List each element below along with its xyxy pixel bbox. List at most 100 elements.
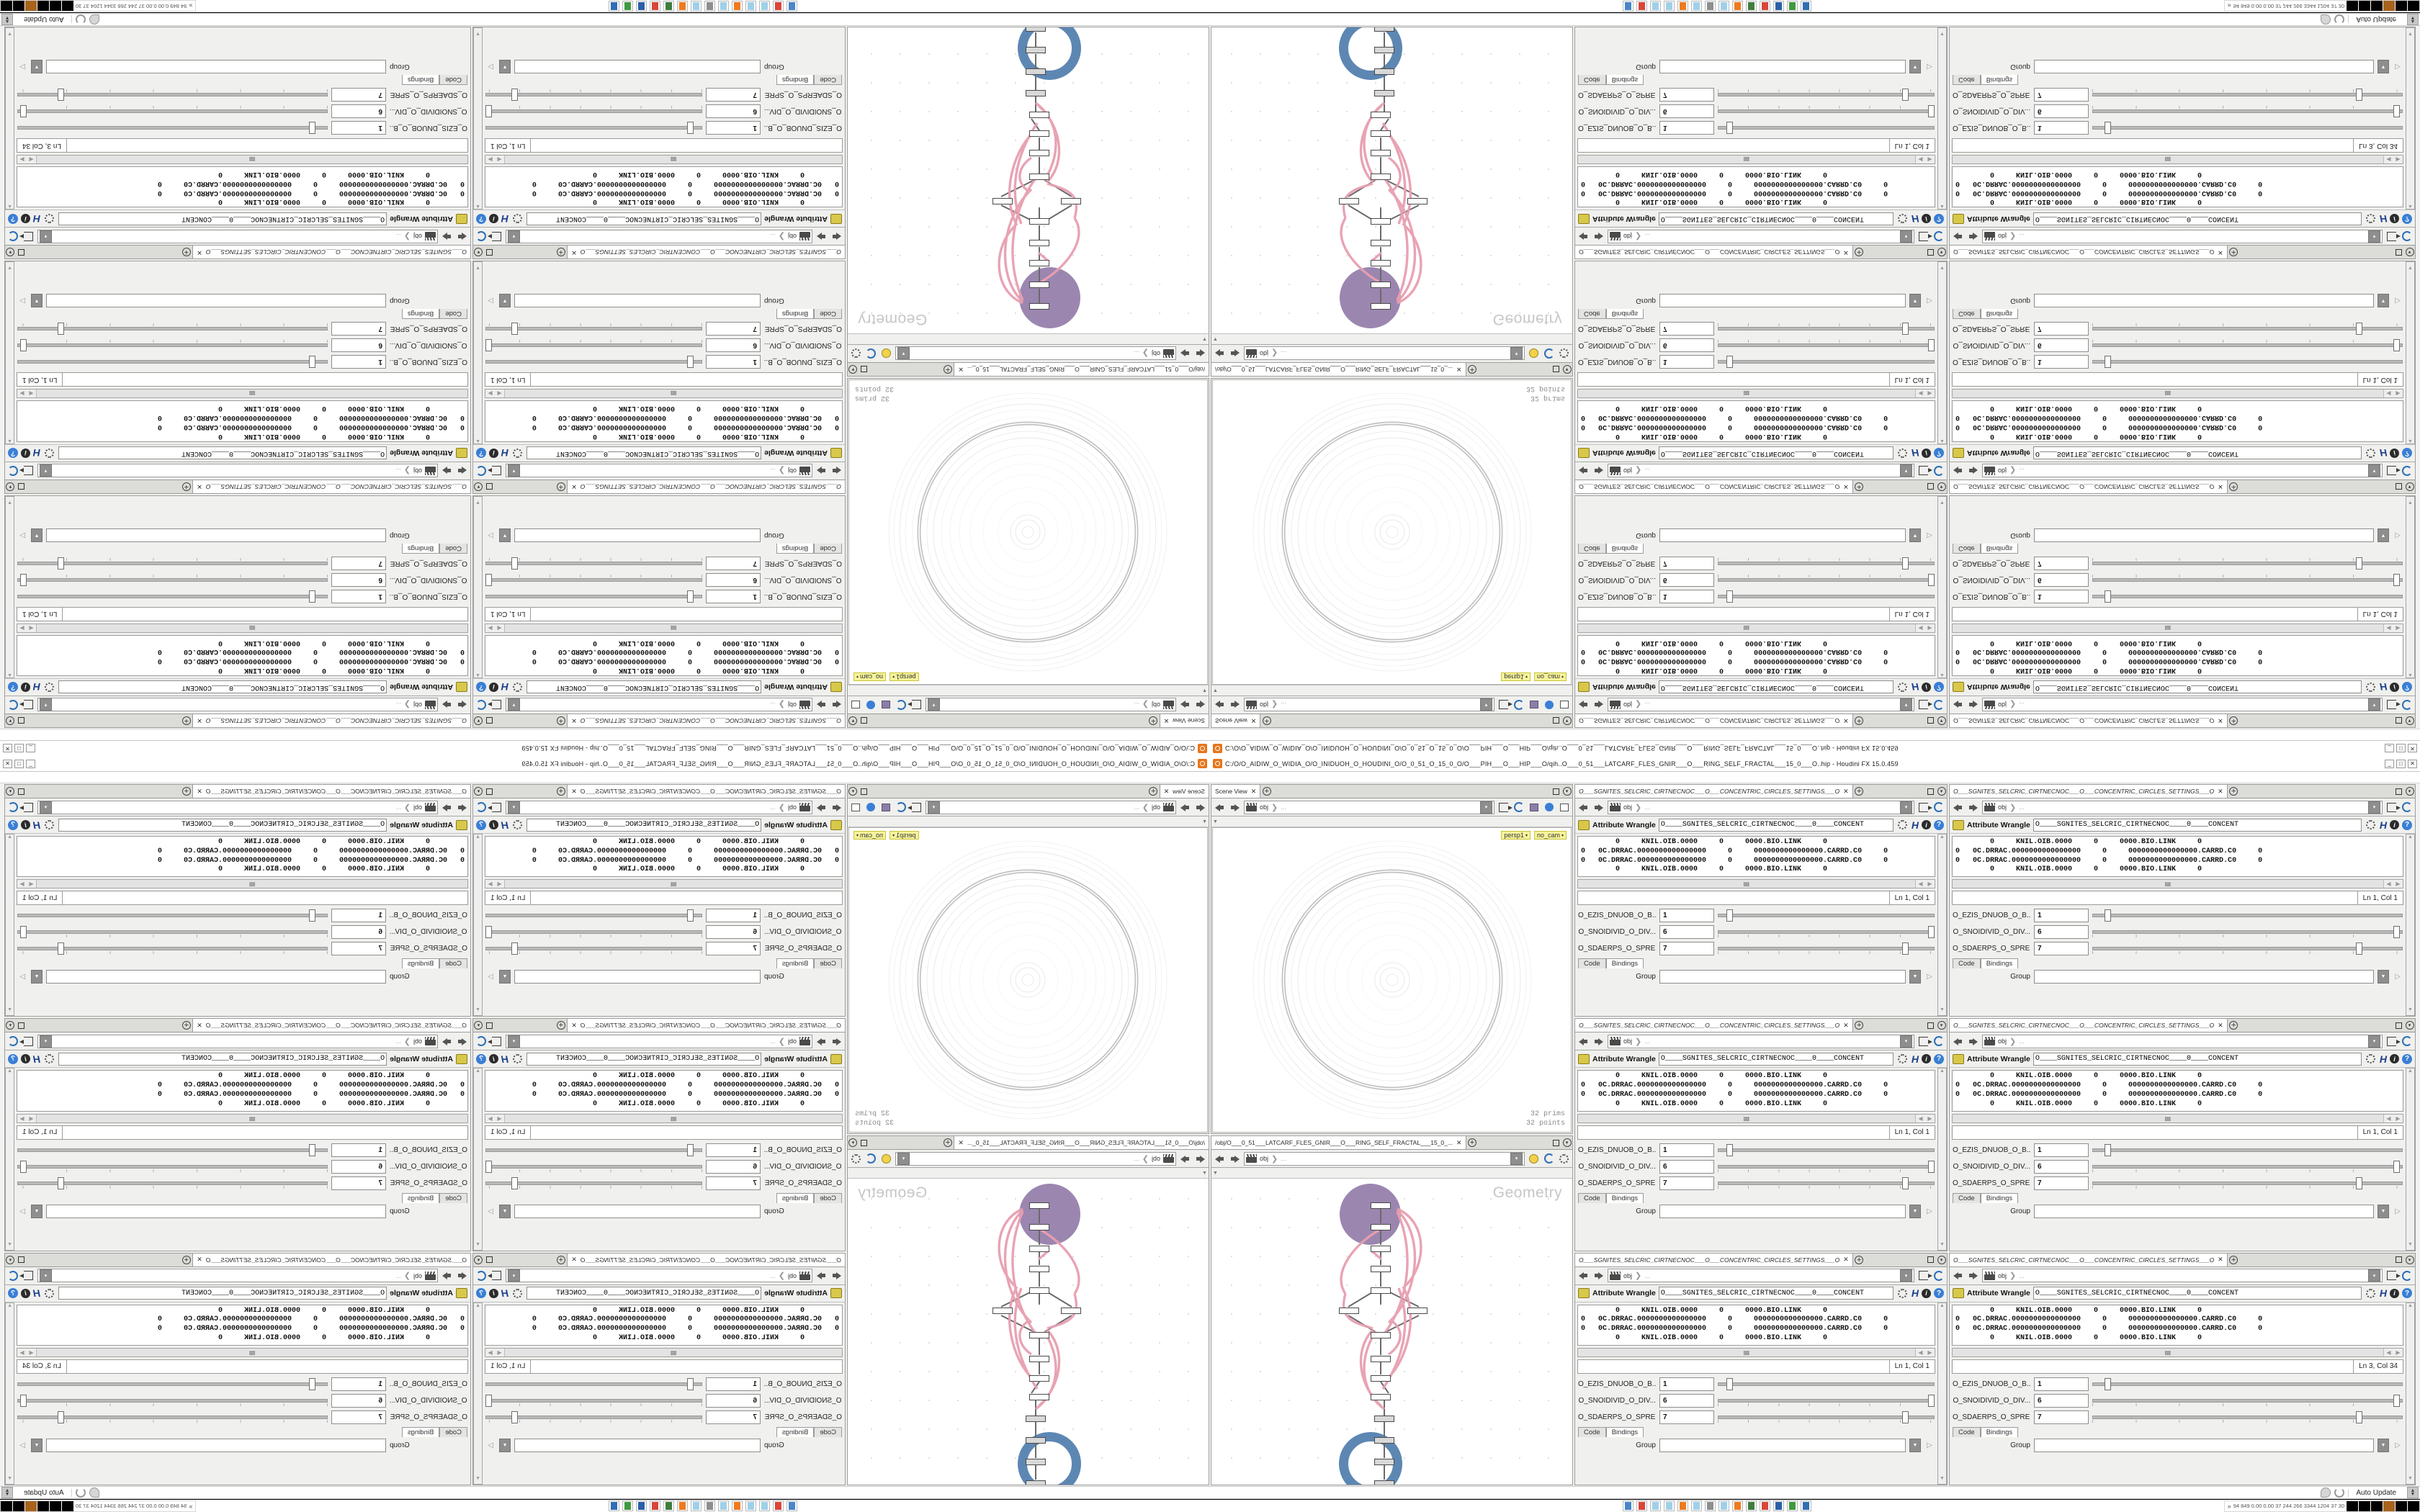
pin-icon[interactable] <box>490 1035 503 1048</box>
houdini-h-icon[interactable]: H <box>1911 212 1919 225</box>
back-arrow-icon[interactable] <box>1577 231 1590 242</box>
help-icon[interactable]: ? <box>8 213 18 224</box>
close-icon[interactable]: ✕ <box>2218 1021 2223 1029</box>
param-value-input[interactable]: 6 <box>1659 1393 1714 1408</box>
param-value-input[interactable]: 7 <box>331 1410 386 1424</box>
group-select-icon[interactable]: ▷ <box>1927 63 1932 71</box>
close-icon[interactable]: ✕ <box>2218 483 2223 491</box>
maximize-pane-icon[interactable] <box>859 363 869 376</box>
path-dropdown-icon[interactable]: ▾ <box>508 698 520 711</box>
param-slider[interactable] <box>2092 909 2403 922</box>
param-slider[interactable] <box>1718 1394 1935 1408</box>
path-dropdown-icon[interactable]: ▾ <box>2368 1035 2380 1048</box>
maximize-pane-icon[interactable] <box>2393 1254 2404 1266</box>
pin-icon[interactable] <box>2385 1035 2401 1048</box>
add-tab-button[interactable]: + <box>1466 363 1479 376</box>
maximize-pane-icon[interactable] <box>16 785 27 798</box>
monitor-blue-icon[interactable] <box>1800 1500 1811 1511</box>
param-vscrollbar[interactable]: ▲ ▼ <box>1937 495 1947 678</box>
speaker-icon[interactable] <box>704 1500 716 1511</box>
info-icon[interactable]: i <box>489 1288 498 1298</box>
forward-arrow-icon[interactable] <box>815 700 828 711</box>
param-slider[interactable] <box>2092 1176 2403 1190</box>
maximize-pane-icon[interactable] <box>859 785 869 798</box>
param-slider[interactable] <box>2092 925 2403 939</box>
path-dropdown-icon[interactable]: ▾ <box>928 801 940 814</box>
param-slider[interactable] <box>485 1143 702 1157</box>
param-path-input[interactable]: obj ❯ ... ▾ <box>1982 800 2383 814</box>
param-slider[interactable] <box>17 1176 328 1190</box>
group-input[interactable] <box>2034 528 2374 542</box>
add-tab-button[interactable]: + <box>1853 1254 1865 1266</box>
info-icon[interactable]: i <box>489 214 498 224</box>
forward-arrow-icon[interactable] <box>1592 1270 1605 1281</box>
terminal-icon[interactable] <box>663 1 675 12</box>
forward-arrow-icon[interactable] <box>1592 802 1605 813</box>
swirl-icon[interactable] <box>1932 230 1945 243</box>
param-value-input[interactable]: 6 <box>1659 338 1714 353</box>
help-icon[interactable]: ? <box>2402 448 2412 459</box>
magnifier-icon[interactable] <box>89 14 99 24</box>
swirl-icon[interactable] <box>7 1269 19 1282</box>
group-dropdown-icon[interactable]: ▼ <box>31 1438 42 1452</box>
tray-expand-icon[interactable]: » <box>189 1502 193 1510</box>
param-slider[interactable] <box>17 1160 328 1174</box>
pin-icon[interactable] <box>910 801 923 814</box>
chevron-down-icon[interactable]: ▾ <box>5 1019 16 1032</box>
vex-code-editor[interactable]: 0 KNIL.OIB.0000 0 0000.BIO.LINK 0 0 0C.D… <box>485 1304 843 1346</box>
param-value-input[interactable]: 7 <box>706 556 761 570</box>
group-input[interactable] <box>2034 60 2374 74</box>
tab-bindings[interactable]: Bindings <box>1605 1192 1644 1203</box>
vex-code-editor[interactable]: 0 KNIL.OIB.0000 0 0000.BIO.LINK 0 0 0C.D… <box>485 1070 843 1112</box>
forward-arrow-icon[interactable] <box>815 231 828 242</box>
forward-arrow-icon[interactable] <box>441 802 453 813</box>
stepper-control[interactable]: ▲ ▼ <box>2407 14 2419 25</box>
scene-path-input[interactable]: obj ❯ ... ▾ <box>926 800 1176 814</box>
tray-expand-icon[interactable]: » <box>2227 1502 2231 1510</box>
swirl-icon[interactable] <box>2401 1035 2413 1048</box>
swirl-icon[interactable] <box>865 1153 877 1165</box>
param-path-input[interactable]: obj ❯ ... ▾ <box>37 698 438 712</box>
param-slider[interactable] <box>17 355 328 369</box>
node-name-input[interactable]: O____SGNITES_SELCRIC_CIRTNECNOC____0____… <box>58 818 387 832</box>
node-name-input[interactable]: O____SGNITES_SELCRIC_CIRTNECNOC____0____… <box>526 1052 762 1066</box>
vex-code-editor[interactable]: 0 KNIL.OIB.0000 0 0000.BIO.LINK 0 0 0C.D… <box>1952 1070 2403 1112</box>
chevron-down-icon[interactable]: ▾ <box>1561 785 1572 798</box>
tab-bindings[interactable]: Bindings <box>401 1192 440 1203</box>
param-slider[interactable] <box>2092 590 2403 603</box>
param-slider[interactable] <box>17 1410 328 1424</box>
document-icon[interactable] <box>745 1500 757 1511</box>
info-icon[interactable]: i <box>1922 448 1931 458</box>
tab-parameters[interactable]: O___SGNITES_SELCRIC_CIRTNECNOC___O___CON… <box>1575 714 1853 727</box>
vex-code-editor[interactable]: 0 KNIL.OIB.0000 0 0000.BIO.LINK 0 0 0C.D… <box>17 836 468 878</box>
tab-code[interactable]: Code <box>1578 543 1606 554</box>
network-node[interactable] <box>1026 90 1046 96</box>
group-input[interactable] <box>46 970 386 984</box>
param-slider[interactable] <box>17 590 328 603</box>
path-dropdown-icon[interactable]: ▾ <box>1480 698 1492 711</box>
maximize-pane-icon[interactable] <box>1925 1254 1936 1266</box>
forward-arrow-icon[interactable] <box>1967 1036 1979 1047</box>
param-vscrollbar[interactable]: ▲ ▼ <box>5 1068 14 1251</box>
param-vscrollbar[interactable]: ▲ ▼ <box>473 1068 483 1251</box>
group-dropdown-icon[interactable]: ▼ <box>2378 970 2389 984</box>
param-value-input[interactable]: 6 <box>706 1393 761 1408</box>
gear-icon[interactable] <box>1896 447 1909 459</box>
tab-code[interactable]: Code <box>439 958 467 969</box>
network-node[interactable] <box>1374 1416 1394 1422</box>
param-value-input[interactable]: 1 <box>2034 121 2089 135</box>
param-value-input[interactable]: 1 <box>1659 589 1714 603</box>
group-dropdown-icon[interactable]: ▼ <box>1909 294 1921 308</box>
code-hscrollbar[interactable]: ◀ ▶ <box>1577 623 1935 633</box>
tab-network-editor[interactable]: /obj/O___0_51___LATCARF_FLES_GNIR___O___… <box>954 1136 1209 1149</box>
path-dropdown-icon[interactable]: ▾ <box>928 698 940 711</box>
swirl-icon[interactable] <box>7 464 19 477</box>
param-path-input[interactable]: obj ❯ ... ▾ <box>37 800 438 814</box>
gear-icon[interactable] <box>511 447 524 459</box>
group-dropdown-icon[interactable]: ▼ <box>499 1204 511 1218</box>
chevron-down-icon[interactable]: ▾ <box>1561 1136 1572 1149</box>
houdini-h-icon[interactable]: H <box>501 819 509 831</box>
tab-parameters[interactable]: O___SGNITES_SELCRIC_CIRTNECNOC___O___CON… <box>1950 480 2228 493</box>
tab-code[interactable]: Code <box>1953 309 1981 320</box>
swirl-icon[interactable] <box>2401 464 2413 477</box>
